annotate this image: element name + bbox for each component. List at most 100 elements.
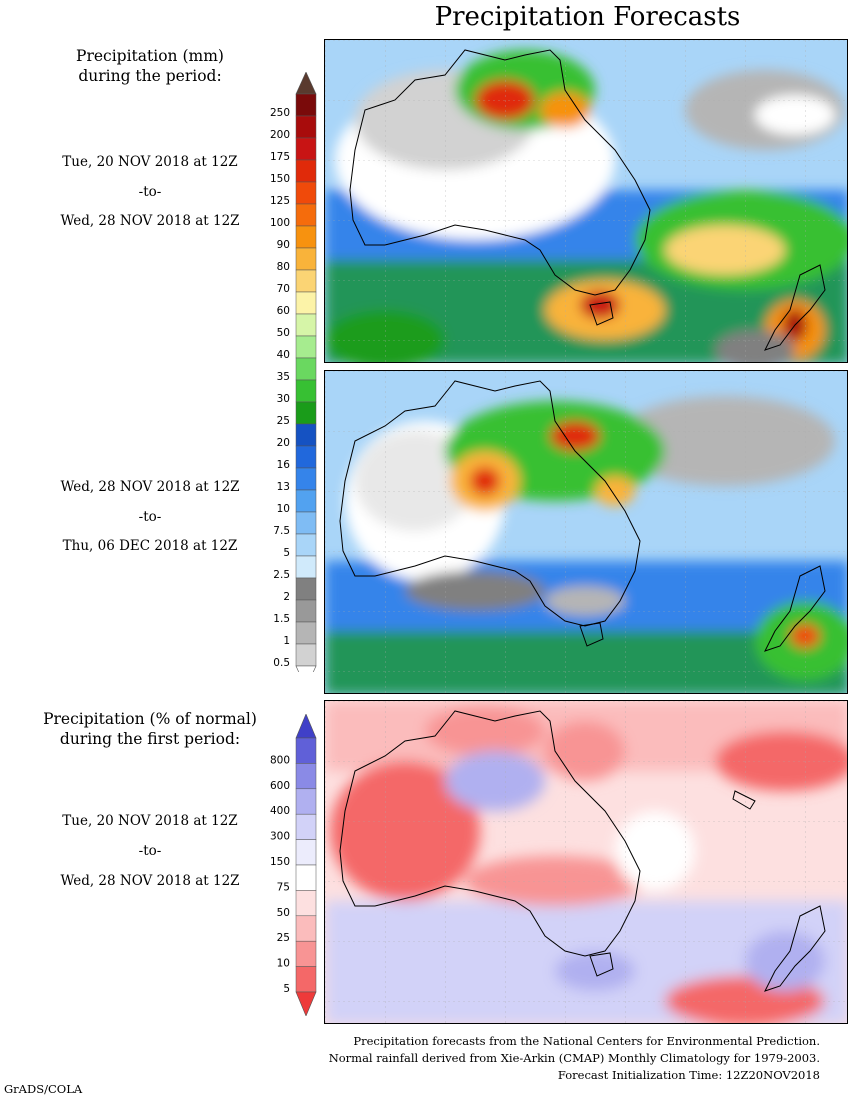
precip-scale-swatch: [295, 269, 317, 293]
precip-scale-swatch: [295, 335, 317, 359]
anomaly-scale-tick-label: 150: [270, 856, 290, 868]
precip-scale-top-arrow: [295, 72, 317, 95]
precip-color-scale-svg: 2502001751501251009080706050403530252016…: [270, 72, 317, 672]
precip-scale-tick-label: 80: [277, 261, 290, 273]
precip-scale-swatch: [295, 401, 317, 425]
precip-scale-tick-label: 10: [277, 503, 290, 515]
precip-scale-tick-label: 70: [277, 283, 290, 295]
precip-scale-tick-label: 150: [270, 173, 290, 185]
precip-scale-swatch: [295, 93, 317, 117]
precip-scale-tick-label: 40: [277, 349, 290, 361]
precip-scale-swatch: [295, 555, 317, 579]
precip-scale-tick-label: 2.5: [273, 569, 290, 581]
anomaly-scale-swatch: [295, 864, 317, 891]
precip-scale-tick-label: 90: [277, 239, 290, 251]
footer-line2: Normal rainfall derived from Xie-Arkin (…: [328, 1051, 820, 1065]
anomaly-period-start: Tue, 20 NOV 2018 at 12Z: [62, 813, 238, 829]
anomaly-scale-tick-label: 600: [270, 780, 290, 792]
precip-scale-tick-label: 60: [277, 305, 290, 317]
precip-scale-tick-label: 1: [283, 635, 290, 647]
anomaly-map-svg: [325, 701, 847, 1023]
precip-scale-swatch: [295, 577, 317, 601]
precip-scale-tick-label: 16: [277, 459, 291, 471]
precip-scale-swatch: [295, 511, 317, 535]
precip-scale-swatch: [295, 643, 317, 667]
anomaly-scale-swatch: [295, 813, 317, 840]
precip-scale-tick-label: 0.5: [273, 657, 290, 669]
period1-end: Wed, 28 NOV 2018 at 12Z: [60, 213, 240, 229]
precip-scale-tick-label: 5: [283, 547, 290, 559]
precip-scale-tick-label: 13: [277, 481, 290, 493]
precip-color-scale: 250 200 175 150 125 100 90 80 70 60 50 40 35 30 25 20 16…: [260, 72, 320, 672]
anomaly-scale-top-arrow: [295, 714, 317, 739]
anomaly-heading-line2: during the first period:: [59, 730, 241, 748]
period1-separator: -to-: [138, 184, 162, 200]
precip-scale-swatch: [295, 181, 317, 205]
precip-scale-tick-label: 2: [283, 591, 290, 603]
anomaly-scale-tick-label: 800: [270, 754, 290, 766]
precip-scale-swatch: [295, 203, 317, 227]
anomaly-period-end: Wed, 28 NOV 2018 at 12Z: [60, 873, 240, 889]
footer-line1: Precipitation forecasts from the Nationa…: [353, 1034, 820, 1048]
precip-scale-swatch: [295, 599, 317, 623]
anomaly-scale-tick-label: 25: [277, 932, 290, 944]
precip-scale-swatch: [295, 225, 317, 249]
precip-scale-tick-label: 20: [277, 437, 290, 449]
anomaly-heading-line1: Precipitation (% of normal): [43, 710, 257, 728]
precip-scale-tick-label: 7.5: [273, 525, 290, 537]
anomaly-scale-swatch: [295, 737, 317, 764]
precip-heading-line1: Precipitation (mm): [76, 47, 224, 65]
anomaly-scale-swatch: [295, 966, 317, 993]
precip-scale-swatch: [295, 357, 317, 381]
precip-scale-swatch: [295, 291, 317, 315]
precip-scale-tick-label: 50: [277, 327, 290, 339]
precip-map-period2: [324, 370, 848, 694]
anomaly-scale-swatch: [295, 763, 317, 790]
precip-scale-tick-label: 100: [270, 217, 290, 229]
anomaly-scale-tick-label: 300: [270, 831, 290, 843]
precip-scale-swatch: [295, 423, 317, 447]
anomaly-scale-bottom-arrow: [295, 991, 317, 1016]
footer-line3: Forecast Initialization Time: 12Z20NOV20…: [557, 1068, 820, 1082]
precip-scale-swatch: [295, 137, 317, 161]
precip-scale-swatch: [295, 313, 317, 337]
precip-scale-tick-label: 25: [277, 415, 290, 427]
precip-scale-tick-label: 200: [270, 129, 290, 141]
anomaly-scale-swatch: [295, 890, 317, 917]
anomaly-scale-tick-label: 400: [270, 805, 290, 817]
grads-credit: GrADS/COLA: [4, 1082, 83, 1096]
precip-scale-bottom-arrow: [295, 665, 317, 672]
anomaly-map: [324, 700, 848, 1024]
precip-map-period2-svg: [325, 371, 847, 693]
precip-scale-tick-label: 125: [270, 195, 290, 207]
precip-heading-line2: during the period:: [78, 67, 222, 85]
precip-scale-swatch: [295, 379, 317, 403]
precip-scale-tick-label: 1.5: [273, 613, 290, 625]
anomaly-scale-swatch: [295, 839, 317, 866]
precip-scale-swatch: [295, 247, 317, 271]
period2-separator: -to-: [138, 509, 162, 525]
precip-scale-swatch: [295, 489, 317, 513]
precip-scale-tick-label: 35: [277, 371, 290, 383]
precip-map-period1-svg: [325, 40, 847, 362]
precip-scale-tick-label: 175: [270, 151, 290, 163]
anomaly-heading: Precipitation (% of normal) during the f…: [0, 709, 300, 749]
page-title: Precipitation Forecasts: [434, 2, 741, 32]
anomaly-scale-tick-label: 50: [277, 907, 290, 919]
precip-scale-swatch: [295, 445, 317, 469]
precip-scale-swatch: [295, 467, 317, 491]
anomaly-scale-swatch: [295, 788, 317, 815]
anomaly-scale-swatch: [295, 940, 317, 967]
anomaly-period-separator: -to-: [138, 843, 162, 859]
precip-map-period1: [324, 39, 848, 363]
precip-scale-swatch: [295, 159, 317, 183]
period2-start: Wed, 28 NOV 2018 at 12Z: [60, 479, 240, 495]
anomaly-color-scale: 800 600 400 300 150 75 50 25 10 5: [260, 714, 320, 1016]
precip-scale-swatch: [295, 621, 317, 645]
precip-scale-swatch: [295, 115, 317, 139]
anomaly-scale-tick-label: 5: [283, 983, 290, 995]
anomaly-scale-tick-label: 75: [277, 881, 290, 893]
anomaly-scale-tick-label: 10: [277, 958, 290, 970]
period2-end: Thu, 06 DEC 2018 at 12Z: [62, 538, 238, 554]
precip-scale-tick-label: 250: [270, 107, 290, 119]
